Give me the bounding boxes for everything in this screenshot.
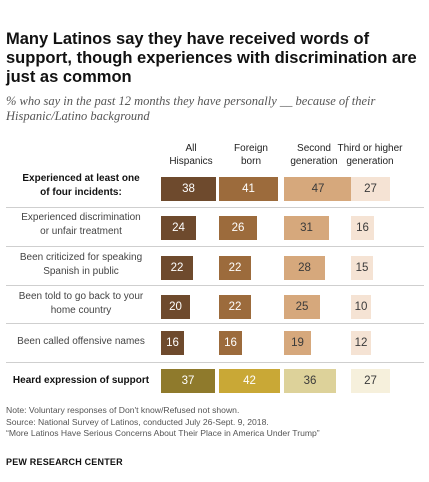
row-label: Been told to go back to your home country — [6, 290, 156, 318]
column-header-line2: generation — [346, 156, 394, 167]
value-cell: 12 — [351, 331, 371, 355]
column-header: Second generation — [275, 142, 353, 168]
value-cell: 41 — [219, 177, 278, 201]
row-label-line1: Experienced at least one — [22, 173, 140, 184]
row-label-line1: Heard expression of support — [12, 375, 150, 386]
row-label: Been called offensive names — [6, 335, 156, 349]
column-header-line2: born — [240, 156, 261, 167]
row-label-line2: of four incidents: — [40, 187, 122, 198]
value-cell: 22 — [161, 256, 193, 280]
note-line: Note: Voluntary responses of Don't know/… — [6, 405, 240, 415]
value-cell: 25 — [284, 295, 320, 319]
value-cell: 16 — [219, 331, 242, 355]
column-header-line1: Third or higher — [337, 143, 403, 154]
value-cell: 31 — [284, 216, 329, 240]
row-separator — [6, 362, 424, 363]
column-header-line1: All — [185, 143, 197, 154]
value-cell: 37 — [161, 369, 215, 393]
report-title-line: “More Latinos Have Serious Concerns Abou… — [6, 428, 320, 438]
value-cell: 10 — [351, 295, 371, 319]
value-cell: 27 — [351, 369, 390, 393]
value-cell: 42 — [219, 369, 280, 393]
row-separator — [6, 207, 424, 208]
row-label-line2: or unfair treatment — [40, 226, 122, 237]
notes: Note: Voluntary responses of Don't know/… — [6, 405, 424, 440]
row-label: Experienced at least one of four incident… — [6, 172, 156, 200]
column-header-line2: generation — [290, 156, 338, 167]
row-label-line1: Experienced discrimination — [21, 212, 141, 223]
row-label-line2: home country — [50, 305, 112, 316]
chart-title: Many Latinos say they have received word… — [6, 30, 417, 86]
source-line: Source: National Survey of Latinos, cond… — [6, 416, 269, 427]
value-cell: 47 — [284, 177, 352, 201]
column-header: All Hispanics — [152, 142, 230, 168]
row-label-line1: Been criticized for speaking — [19, 252, 143, 263]
chart-subtitle: % who say in the past 12 months they hav… — [6, 94, 376, 123]
value-cell: 15 — [351, 256, 373, 280]
column-header: Third or higher generation — [331, 142, 409, 168]
value-cell: 16 — [351, 216, 374, 240]
value-cell: 26 — [219, 216, 257, 240]
value-cell: 28 — [284, 256, 325, 280]
value-cell: 19 — [284, 331, 311, 355]
column-header-line1: Foreign — [234, 143, 268, 154]
row-label: Heard expression of support — [6, 374, 156, 388]
value-cell: 38 — [161, 177, 216, 201]
row-label-line1: Been called offensive names — [17, 336, 145, 347]
value-cell: 24 — [161, 216, 196, 240]
row-separator — [6, 246, 424, 247]
value-cell: 22 — [219, 295, 251, 319]
pew-logo-text: PEW RESEARCH CENTER — [6, 457, 123, 467]
row-label: Been criticized for speaking Spanish in p… — [6, 251, 156, 279]
row-separator — [6, 323, 424, 324]
value-cell: 20 — [161, 295, 190, 319]
column-header-line1: Second — [297, 143, 331, 154]
row-label-line2: Spanish in public — [43, 266, 119, 277]
value-cell: 22 — [219, 256, 251, 280]
row-separator — [6, 285, 424, 286]
row-label-line1: Been told to go back to your — [18, 291, 144, 302]
value-cell: 36 — [284, 369, 336, 393]
value-cell: 16 — [161, 331, 184, 355]
row-label: Experienced discrimination or unfair trea… — [6, 211, 156, 239]
column-header: Foreign born — [212, 142, 290, 168]
column-header-line2: Hispanics — [169, 156, 213, 167]
value-cell: 27 — [351, 177, 390, 201]
